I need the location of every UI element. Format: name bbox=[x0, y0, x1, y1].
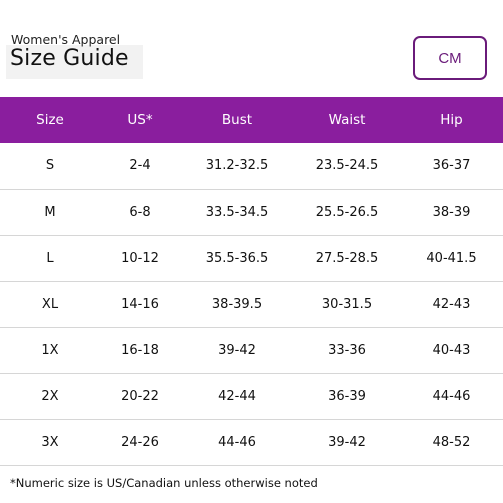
title-background bbox=[6, 45, 143, 79]
size-cell: XL bbox=[41, 296, 59, 312]
bust-cell: 35.5-36.5 bbox=[205, 250, 269, 266]
us-cell: 24-26 bbox=[121, 434, 159, 450]
table-row: XL 14-16 38-39.5 30-31.5 42-43 bbox=[0, 281, 503, 327]
bust-cell: 39-42 bbox=[218, 342, 256, 358]
us-cell: 14-16 bbox=[121, 296, 159, 312]
size-cell: S bbox=[45, 158, 55, 174]
waist-cell: 30-31.5 bbox=[321, 296, 373, 312]
hip-cell: 36-37 bbox=[432, 158, 471, 174]
waist-cell: 23.5-24.5 bbox=[315, 158, 379, 174]
us-cell: 2-4 bbox=[129, 158, 151, 174]
table-row: 2X 20-22 42-44 36-39 44-46 bbox=[0, 373, 503, 419]
bust-cell: 38-39.5 bbox=[211, 296, 263, 312]
bust-cell: 44-46 bbox=[218, 434, 256, 450]
waist-cell: 36-39 bbox=[328, 388, 366, 404]
waist-cell: 39-42 bbox=[328, 434, 366, 450]
us-cell: 10-12 bbox=[121, 250, 159, 266]
unit-toggle-button[interactable]: CM bbox=[413, 36, 487, 80]
size-cell: 2X bbox=[41, 388, 59, 404]
table-row: M 6-8 33.5-34.5 25.5-26.5 38-39 bbox=[0, 189, 503, 235]
waist-cell: 27.5-28.5 bbox=[315, 250, 379, 266]
bust-cell: 42-44 bbox=[218, 388, 256, 404]
column-header-waist: Waist bbox=[328, 112, 366, 128]
hip-cell: 40-41.5 bbox=[426, 250, 477, 266]
column-header-size: Size bbox=[36, 112, 64, 128]
bust-cell: 33.5-34.5 bbox=[205, 204, 269, 220]
hip-cell: 40-43 bbox=[432, 342, 471, 358]
hip-cell: 44-46 bbox=[432, 388, 471, 404]
column-header-us: US* bbox=[127, 112, 153, 128]
size-cell: 3X bbox=[41, 434, 59, 450]
size-table: Size US* Bust Waist Hip S 2-4 31.2-32.5 … bbox=[0, 97, 503, 466]
column-header-bust: Bust bbox=[221, 112, 253, 128]
page-title: Size Guide bbox=[10, 46, 129, 71]
hip-cell: 48-52 bbox=[432, 434, 471, 450]
us-cell: 16-18 bbox=[121, 342, 159, 358]
table-header-row: Size US* Bust Waist Hip bbox=[0, 97, 503, 143]
waist-cell: 33-36 bbox=[328, 342, 366, 358]
size-cell: L bbox=[46, 250, 54, 266]
page-subtitle: Women's Apparel bbox=[11, 32, 121, 47]
size-cell: M bbox=[44, 204, 56, 220]
table-row: 3X 24-26 44-46 39-42 48-52 bbox=[0, 419, 503, 465]
us-cell: 6-8 bbox=[129, 204, 151, 220]
footnote: *Numeric size is US/Canadian unless othe… bbox=[10, 476, 318, 490]
column-header-hip: Hip bbox=[440, 112, 463, 128]
size-cell: 1X bbox=[41, 342, 59, 358]
hip-cell: 38-39 bbox=[432, 204, 471, 220]
table-row: L 10-12 35.5-36.5 27.5-28.5 40-41.5 bbox=[0, 235, 503, 281]
us-cell: 20-22 bbox=[121, 388, 159, 404]
hip-cell: 42-43 bbox=[432, 296, 471, 312]
table-row: S 2-4 31.2-32.5 23.5-24.5 36-37 bbox=[0, 143, 503, 189]
table-row: 1X 16-18 39-42 33-36 40-43 bbox=[0, 327, 503, 373]
bust-cell: 31.2-32.5 bbox=[205, 158, 269, 174]
waist-cell: 25.5-26.5 bbox=[315, 204, 379, 220]
